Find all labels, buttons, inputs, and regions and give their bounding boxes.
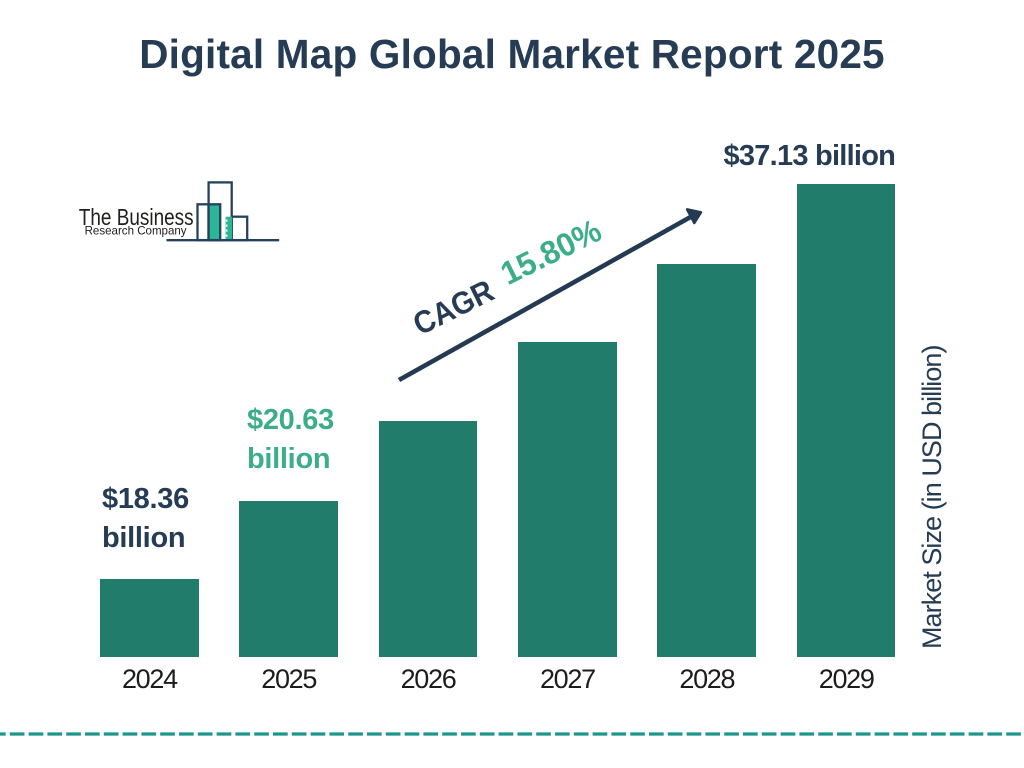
svg-text:Market Size (in USD billion): Market Size (in USD billion) [917, 346, 947, 650]
svg-text:Research Company: Research Company [85, 224, 187, 238]
svg-text:The Business: The Business [79, 204, 194, 230]
svg-text:15.80%: 15.80% [495, 211, 607, 291]
